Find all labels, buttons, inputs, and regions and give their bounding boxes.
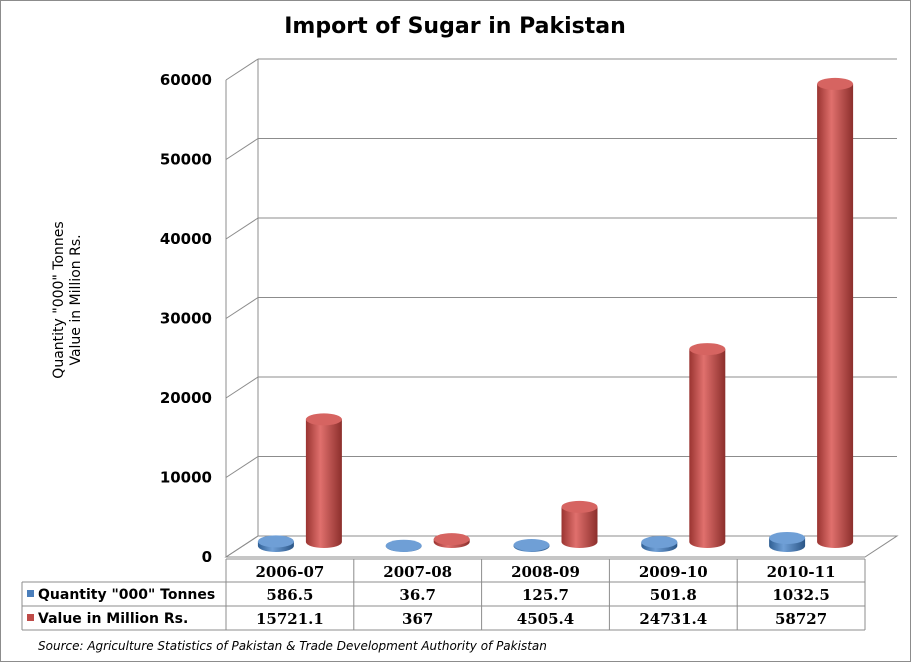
chart-title: Import of Sugar in Pakistan (284, 14, 625, 39)
bar-0-2 (513, 539, 550, 552)
y-tick-label: 0 (202, 548, 212, 566)
bar-1-3 (689, 343, 726, 548)
bar-top (769, 531, 806, 544)
bar-top (513, 539, 550, 552)
bar-body (561, 506, 598, 548)
bar-body (817, 83, 854, 549)
bar-body (689, 349, 726, 548)
data-label: 4505.4 (517, 610, 574, 628)
category-label: 2010-11 (767, 563, 836, 581)
source-note: Source: Agriculture Statistics of Pakist… (38, 639, 547, 653)
category-label: 2009-10 (639, 563, 708, 581)
data-label: 367 (402, 610, 433, 628)
bar-top (257, 535, 294, 548)
data-label: 24731.4 (639, 610, 707, 628)
category-label: 2007-08 (383, 563, 452, 581)
bar-1-2 (561, 500, 598, 548)
gridline-side (225, 217, 259, 240)
data-table: 2006-07 2007-08 2008-09 2009-10 2010-11 Quant… (21, 558, 866, 631)
category-label: 2006-07 (255, 563, 324, 581)
gridline-side (225, 138, 259, 160)
bar-1-4 (817, 77, 854, 549)
y-axis-label-line-2: Value in Million Rs. (68, 234, 84, 365)
gridline-side (225, 456, 259, 478)
bar-top (641, 536, 678, 549)
floor (224, 535, 899, 558)
data-label: 15721.1 (256, 610, 324, 628)
bar-top (385, 539, 422, 552)
data-label: 58727 (775, 610, 827, 628)
bars (257, 77, 854, 552)
bar-0-4 (769, 531, 806, 552)
gridline-side (225, 58, 259, 81)
y-tick-label: 20000 (160, 389, 212, 407)
y-axis-label-line-1: Quantity "000" Tonnes (51, 221, 67, 378)
gridlines (224, 58, 899, 558)
legend-swatch (27, 614, 34, 621)
legend-label: Value in Million Rs. (38, 611, 188, 627)
data-label: 36.7 (399, 586, 436, 604)
gridline-side (225, 376, 259, 399)
legend-label: Quantity "000" Tonnes (38, 587, 215, 603)
bar-top (817, 77, 854, 90)
bar-0-1 (385, 539, 422, 552)
bar-1-1 (433, 533, 470, 548)
y-tick-label: 40000 (160, 230, 212, 248)
bar-top (689, 343, 726, 356)
y-axis-ticks: 0 10000 20000 30000 40000 50000 60000 (160, 71, 212, 566)
bar-0-0 (257, 535, 294, 552)
y-tick-label: 10000 (160, 469, 212, 487)
data-label: 1032.5 (772, 586, 829, 604)
bar-top (433, 533, 470, 546)
data-label: 586.5 (266, 586, 313, 604)
bar-1-0 (305, 413, 342, 548)
y-tick-label: 50000 (160, 151, 212, 169)
bar-0-3 (641, 536, 678, 552)
category-label: 2008-09 (511, 563, 580, 581)
legend-swatch (27, 590, 34, 597)
bar-top (561, 500, 598, 513)
bar-top (305, 413, 342, 426)
gridline-side (225, 297, 259, 319)
y-tick-label: 30000 (160, 310, 212, 328)
data-label: 501.8 (650, 586, 697, 604)
y-tick-label: 60000 (160, 71, 212, 89)
data-label: 125.7 (522, 586, 569, 604)
bar-body (305, 419, 342, 548)
